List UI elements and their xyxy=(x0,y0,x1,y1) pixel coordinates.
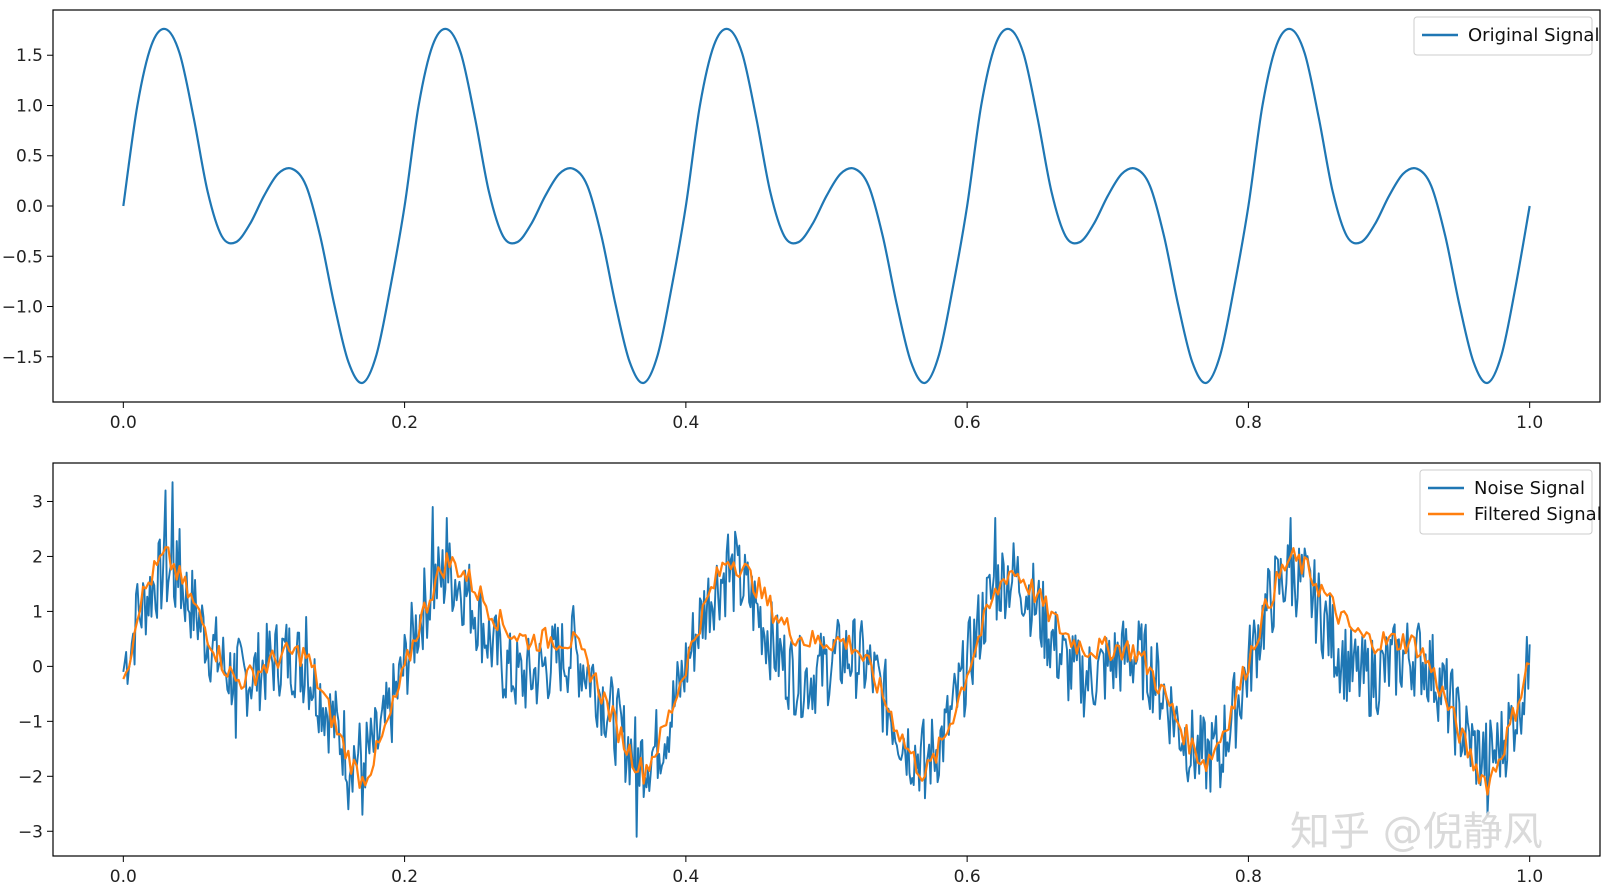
bottom-plot-panel: 0.0 0.2 0.4 0.6 0.8 1.0 3 2 1 0 −1 −2 −3 Noise Sign… xyxy=(18,462,1602,887)
x-tick-label: 0.8 xyxy=(1235,413,1262,433)
x-tick-label: 0.8 xyxy=(1235,867,1262,887)
x-tick-label: 0.2 xyxy=(391,413,418,433)
y-tick-label: 0.0 xyxy=(16,197,43,217)
y-tick-label: 1.0 xyxy=(16,96,43,116)
y-tick-label: 0.5 xyxy=(16,147,43,167)
top-legend: Original Signal xyxy=(1413,16,1599,56)
top-plot-panel: 0.0 0.2 0.4 0.6 0.8 1.0 1.5 1.0 0.5 0.0 −0.5 −1.0 −… xyxy=(2,9,1601,433)
legend-label: Noise Signal xyxy=(1474,478,1585,499)
watermark-text: 知乎 @倪静风 xyxy=(1290,809,1543,855)
y-tick-label: −1 xyxy=(18,712,43,732)
top-x-ticks: 0.0 0.2 0.4 0.6 0.8 1.0 xyxy=(110,402,1543,433)
y-tick-label: −0.5 xyxy=(2,247,43,267)
legend-label: Original Signal xyxy=(1468,25,1599,46)
legend-label: Filtered Signal xyxy=(1474,504,1602,525)
top-y-ticks: 1.5 1.0 0.5 0.0 −0.5 −1.0 −1.5 xyxy=(2,46,53,368)
bottom-axes-frame xyxy=(52,462,1601,857)
series-line-filtered-signal xyxy=(122,546,1530,796)
x-tick-label: 0.2 xyxy=(391,867,418,887)
bottom-x-ticks: 0.0 0.2 0.4 0.6 0.8 1.0 xyxy=(110,856,1543,887)
legend-box xyxy=(1413,16,1593,56)
y-tick-label: −1.0 xyxy=(2,298,43,318)
x-tick-label: 0.0 xyxy=(110,867,137,887)
bottom-series-layer xyxy=(122,481,1531,838)
top-series-layer xyxy=(122,27,1531,385)
y-tick-label: 3 xyxy=(32,492,43,512)
y-tick-label: 1 xyxy=(32,602,43,622)
y-tick-label: −2 xyxy=(18,767,43,787)
series-line-original-signal xyxy=(122,27,1531,385)
y-tick-label: 0 xyxy=(32,657,43,677)
x-tick-label: 0.4 xyxy=(672,413,699,433)
y-tick-label: 1.5 xyxy=(16,46,43,66)
x-tick-label: 1.0 xyxy=(1516,413,1543,433)
x-tick-label: 0.6 xyxy=(954,867,981,887)
legend-box xyxy=(1419,469,1593,535)
bottom-legend: Noise Signal Filtered Signal xyxy=(1419,469,1602,535)
y-tick-label: −3 xyxy=(18,822,43,842)
x-tick-label: 0.6 xyxy=(954,413,981,433)
x-tick-label: 0.4 xyxy=(672,867,699,887)
x-tick-label: 0.0 xyxy=(110,413,137,433)
series-line-noise-signal xyxy=(122,481,1531,838)
bottom-y-ticks: 3 2 1 0 −1 −2 −3 xyxy=(18,492,53,842)
y-tick-label: −1.5 xyxy=(2,348,43,368)
x-tick-label: 1.0 xyxy=(1516,867,1543,887)
y-tick-label: 2 xyxy=(32,547,43,567)
